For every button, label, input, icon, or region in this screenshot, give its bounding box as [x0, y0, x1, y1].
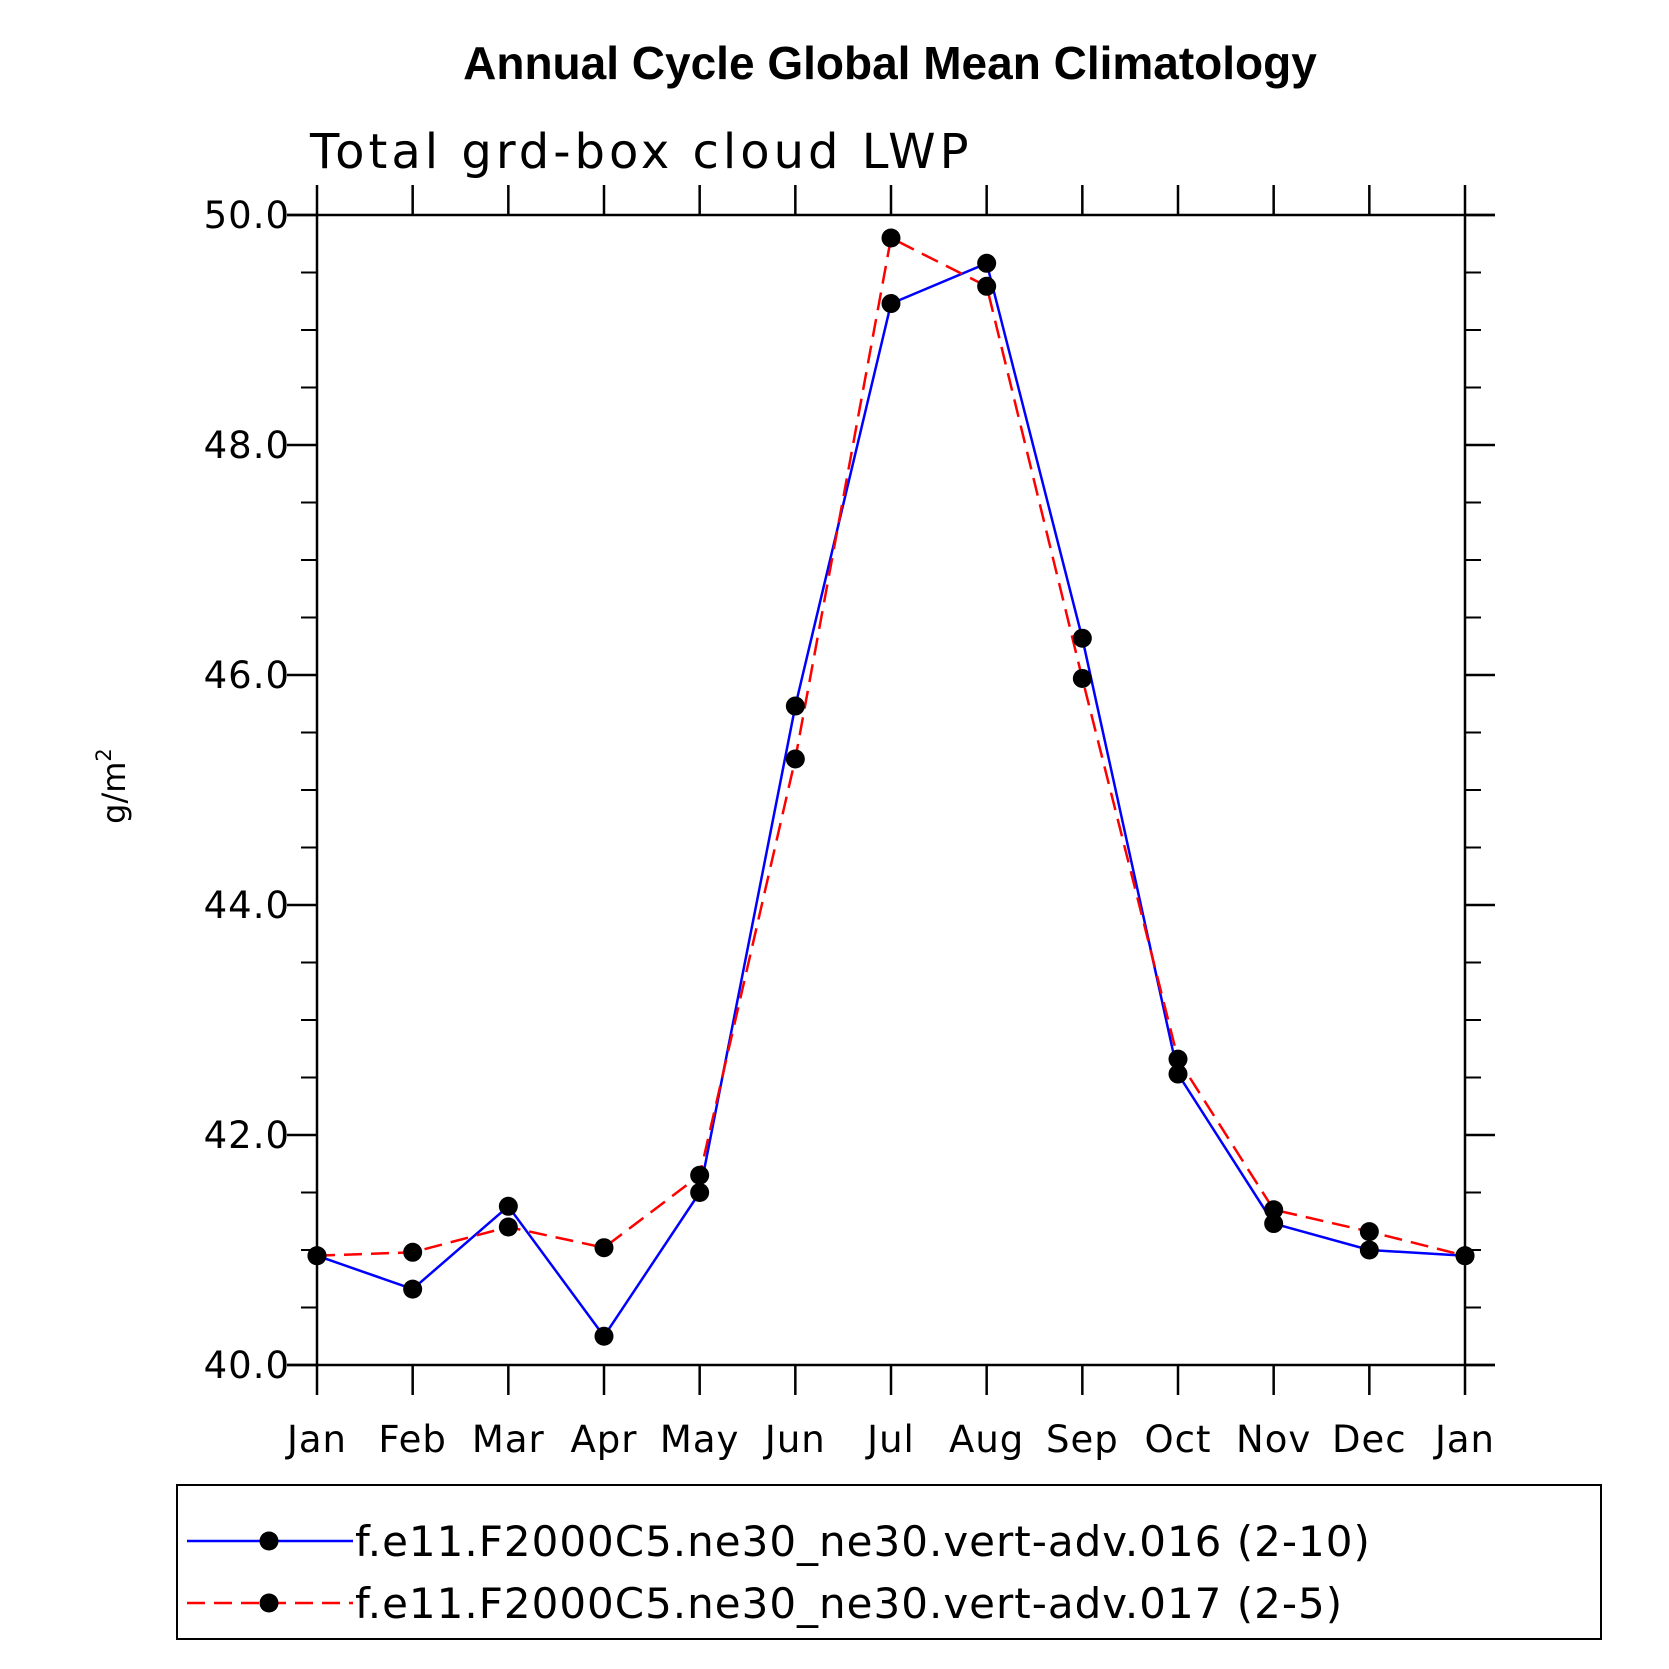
series-group	[307, 228, 1475, 1346]
x-tick-label: May	[660, 1418, 740, 1461]
data-point-series-1	[1359, 1240, 1379, 1260]
x-tick-label: Dec	[1332, 1418, 1407, 1461]
y-axis-label: g/m2	[92, 748, 133, 824]
x-tick-label: Jun	[763, 1418, 826, 1461]
data-point-series-2	[1168, 1049, 1188, 1069]
y-tick-label: 48.0	[204, 424, 290, 467]
data-point-series-1	[881, 294, 901, 314]
data-point-series-1	[785, 696, 805, 716]
series-line-2	[316, 236, 1466, 1257]
data-point-series-1	[403, 1279, 423, 1299]
y-tick-label: 50.0	[204, 194, 290, 237]
x-tick-label: Jul	[865, 1418, 915, 1461]
data-point-series-1	[977, 253, 997, 273]
data-point-series-2	[498, 1217, 518, 1237]
legend-label-2: f.e11.F2000C5.ne30_ne30.vert-adv.017 (2-…	[355, 1579, 1343, 1628]
data-point-series-2	[1455, 1246, 1475, 1266]
data-point-series-1	[690, 1183, 710, 1202]
legend-marker-1	[259, 1531, 279, 1551]
x-tick-label: Oct	[1145, 1418, 1212, 1461]
data-point-series-1	[1168, 1064, 1188, 1084]
chart-title: Annual Cycle Global Mean Climatology	[463, 37, 1317, 89]
data-point-series-1	[498, 1196, 518, 1216]
data-point-series-2	[785, 749, 805, 769]
y-tick-label: 42.0	[204, 1114, 290, 1157]
legend: f.e11.F2000C5.ne30_ne30.vert-adv.016 (2-…	[176, 1484, 1602, 1640]
data-point-series-2	[1072, 668, 1092, 688]
legend-marker-2	[259, 1593, 279, 1613]
data-point-series-2	[307, 1246, 327, 1266]
x-tick-label: Jan	[1433, 1418, 1495, 1461]
y-tick-label: 46.0	[204, 654, 290, 697]
data-point-series-2	[881, 228, 901, 248]
axes: Jan Feb Mar Apr May Jun Jul Aug Sep Oct Nov Dec Jan 4…	[204, 185, 1495, 1461]
y-tick-label: 40.0	[204, 1344, 290, 1387]
x-tick-label: Sep	[1046, 1418, 1119, 1461]
data-point-series-2	[977, 276, 997, 296]
legend-box	[176, 1484, 1602, 1640]
data-point-series-2	[1359, 1222, 1379, 1242]
data-point-series-1	[1072, 628, 1092, 648]
series-line-1	[316, 261, 1466, 1339]
chart-subtitle: Total grd-box cloud LWP	[309, 124, 973, 180]
x-tick-label: Aug	[949, 1418, 1024, 1461]
x-tick-label: Feb	[378, 1418, 447, 1461]
x-tick-label: Jan	[285, 1418, 347, 1461]
data-point-series-2	[403, 1242, 423, 1262]
data-point-series-1	[1264, 1214, 1284, 1234]
x-tick-label: Mar	[472, 1418, 545, 1461]
data-point-series-2	[690, 1165, 710, 1185]
data-point-series-2	[594, 1238, 614, 1258]
legend-label-1: f.e11.F2000C5.ne30_ne30.vert-adv.016 (2-…	[355, 1517, 1371, 1566]
x-tick-label: Nov	[1236, 1418, 1311, 1461]
y-tick-label: 44.0	[204, 884, 290, 927]
legend-items: f.e11.F2000C5.ne30_ne30.vert-adv.016 (2-…	[187, 1517, 1371, 1628]
y-axis-label-unit: g/m	[95, 762, 133, 824]
x-tick-label: Apr	[570, 1418, 637, 1461]
y-axis-label-exponent: 2	[92, 748, 116, 761]
data-point-series-2	[1264, 1200, 1284, 1220]
data-point-series-1	[594, 1326, 614, 1346]
